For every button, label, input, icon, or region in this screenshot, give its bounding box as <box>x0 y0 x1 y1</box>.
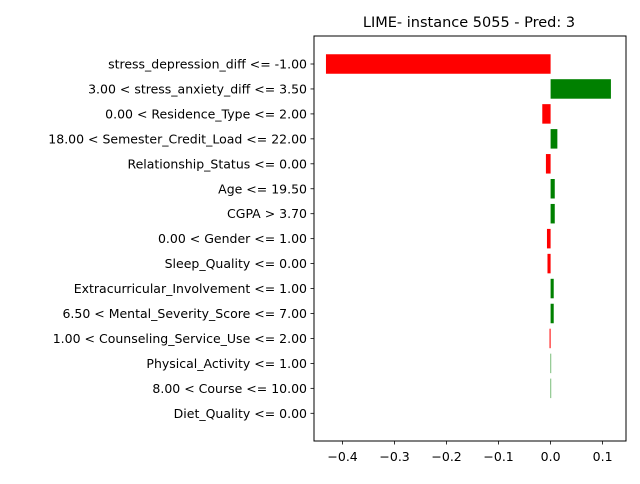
x-tick-label-0: −0.4 <box>327 449 357 464</box>
bar-13 <box>550 378 552 399</box>
bar-8 <box>547 253 551 274</box>
y-tick-label-0: stress_depression_diff <= -1.00 <box>108 57 307 72</box>
y-tick-label-2: 0.00 < Residence_Type <= 2.00 <box>105 106 307 121</box>
y-tick-label-6: CGPA > 3.70 <box>227 206 307 221</box>
bar-4 <box>545 154 551 174</box>
x-tick-label-1: −0.3 <box>379 449 409 464</box>
bar-0 <box>325 54 551 74</box>
bar-2 <box>542 104 551 124</box>
bar-5 <box>550 179 555 199</box>
y-tick-label-9: Extracurricular_Involvement <= 1.00 <box>74 281 307 296</box>
y-tick-label-10: 6.50 < Mental_Severity_Score <= 7.00 <box>62 306 307 321</box>
bar-7 <box>546 228 551 249</box>
chart-title: LIME- instance 5055 - Pred: 3 <box>363 15 575 31</box>
x-tick-label-5: 0.1 <box>593 449 613 464</box>
bar-1 <box>550 79 611 99</box>
y-tick-label-5: Age <= 19.50 <box>218 181 307 196</box>
y-tick-label-11: 1.00 < Counseling_Service_Use <= 2.00 <box>53 331 307 346</box>
bar-6 <box>550 203 555 224</box>
x-tick-label-2: −0.2 <box>431 449 461 464</box>
x-ticks: −0.4 −0.3 −0.2 −0.1 0.0 0.1 <box>327 441 613 464</box>
bar-9 <box>550 278 554 299</box>
y-tick-label-1: 3.00 < stress_anxiety_diff <= 3.50 <box>88 81 307 96</box>
y-tick-label-14: Diet_Quality <= 0.00 <box>174 406 307 421</box>
y-tick-label-8: Sleep_Quality <= 0.00 <box>165 256 307 271</box>
bars-group <box>325 54 611 399</box>
y-tick-label-7: 0.00 < Gender <= 1.00 <box>158 231 307 246</box>
bar-3 <box>550 129 558 149</box>
x-tick-label-3: −0.1 <box>483 449 513 464</box>
axes-frame <box>313 35 627 442</box>
y-tick-label-13: 8.00 < Course <= 10.00 <box>152 381 307 396</box>
bar-10 <box>550 303 554 324</box>
bar-12 <box>550 353 552 374</box>
bar-11 <box>549 328 551 349</box>
y-tick-label-3: 18.00 < Semester_Credit_Load <= 22.00 <box>48 131 307 146</box>
y-tick-labels: stress_depression_diff <= -1.00 3.00 < st… <box>48 57 314 421</box>
x-tick-label-4: 0.0 <box>541 449 561 464</box>
y-tick-label-12: Physical_Activity <= 1.00 <box>146 356 307 371</box>
y-tick-label-4: Relationship_Status <= 0.00 <box>127 156 307 171</box>
